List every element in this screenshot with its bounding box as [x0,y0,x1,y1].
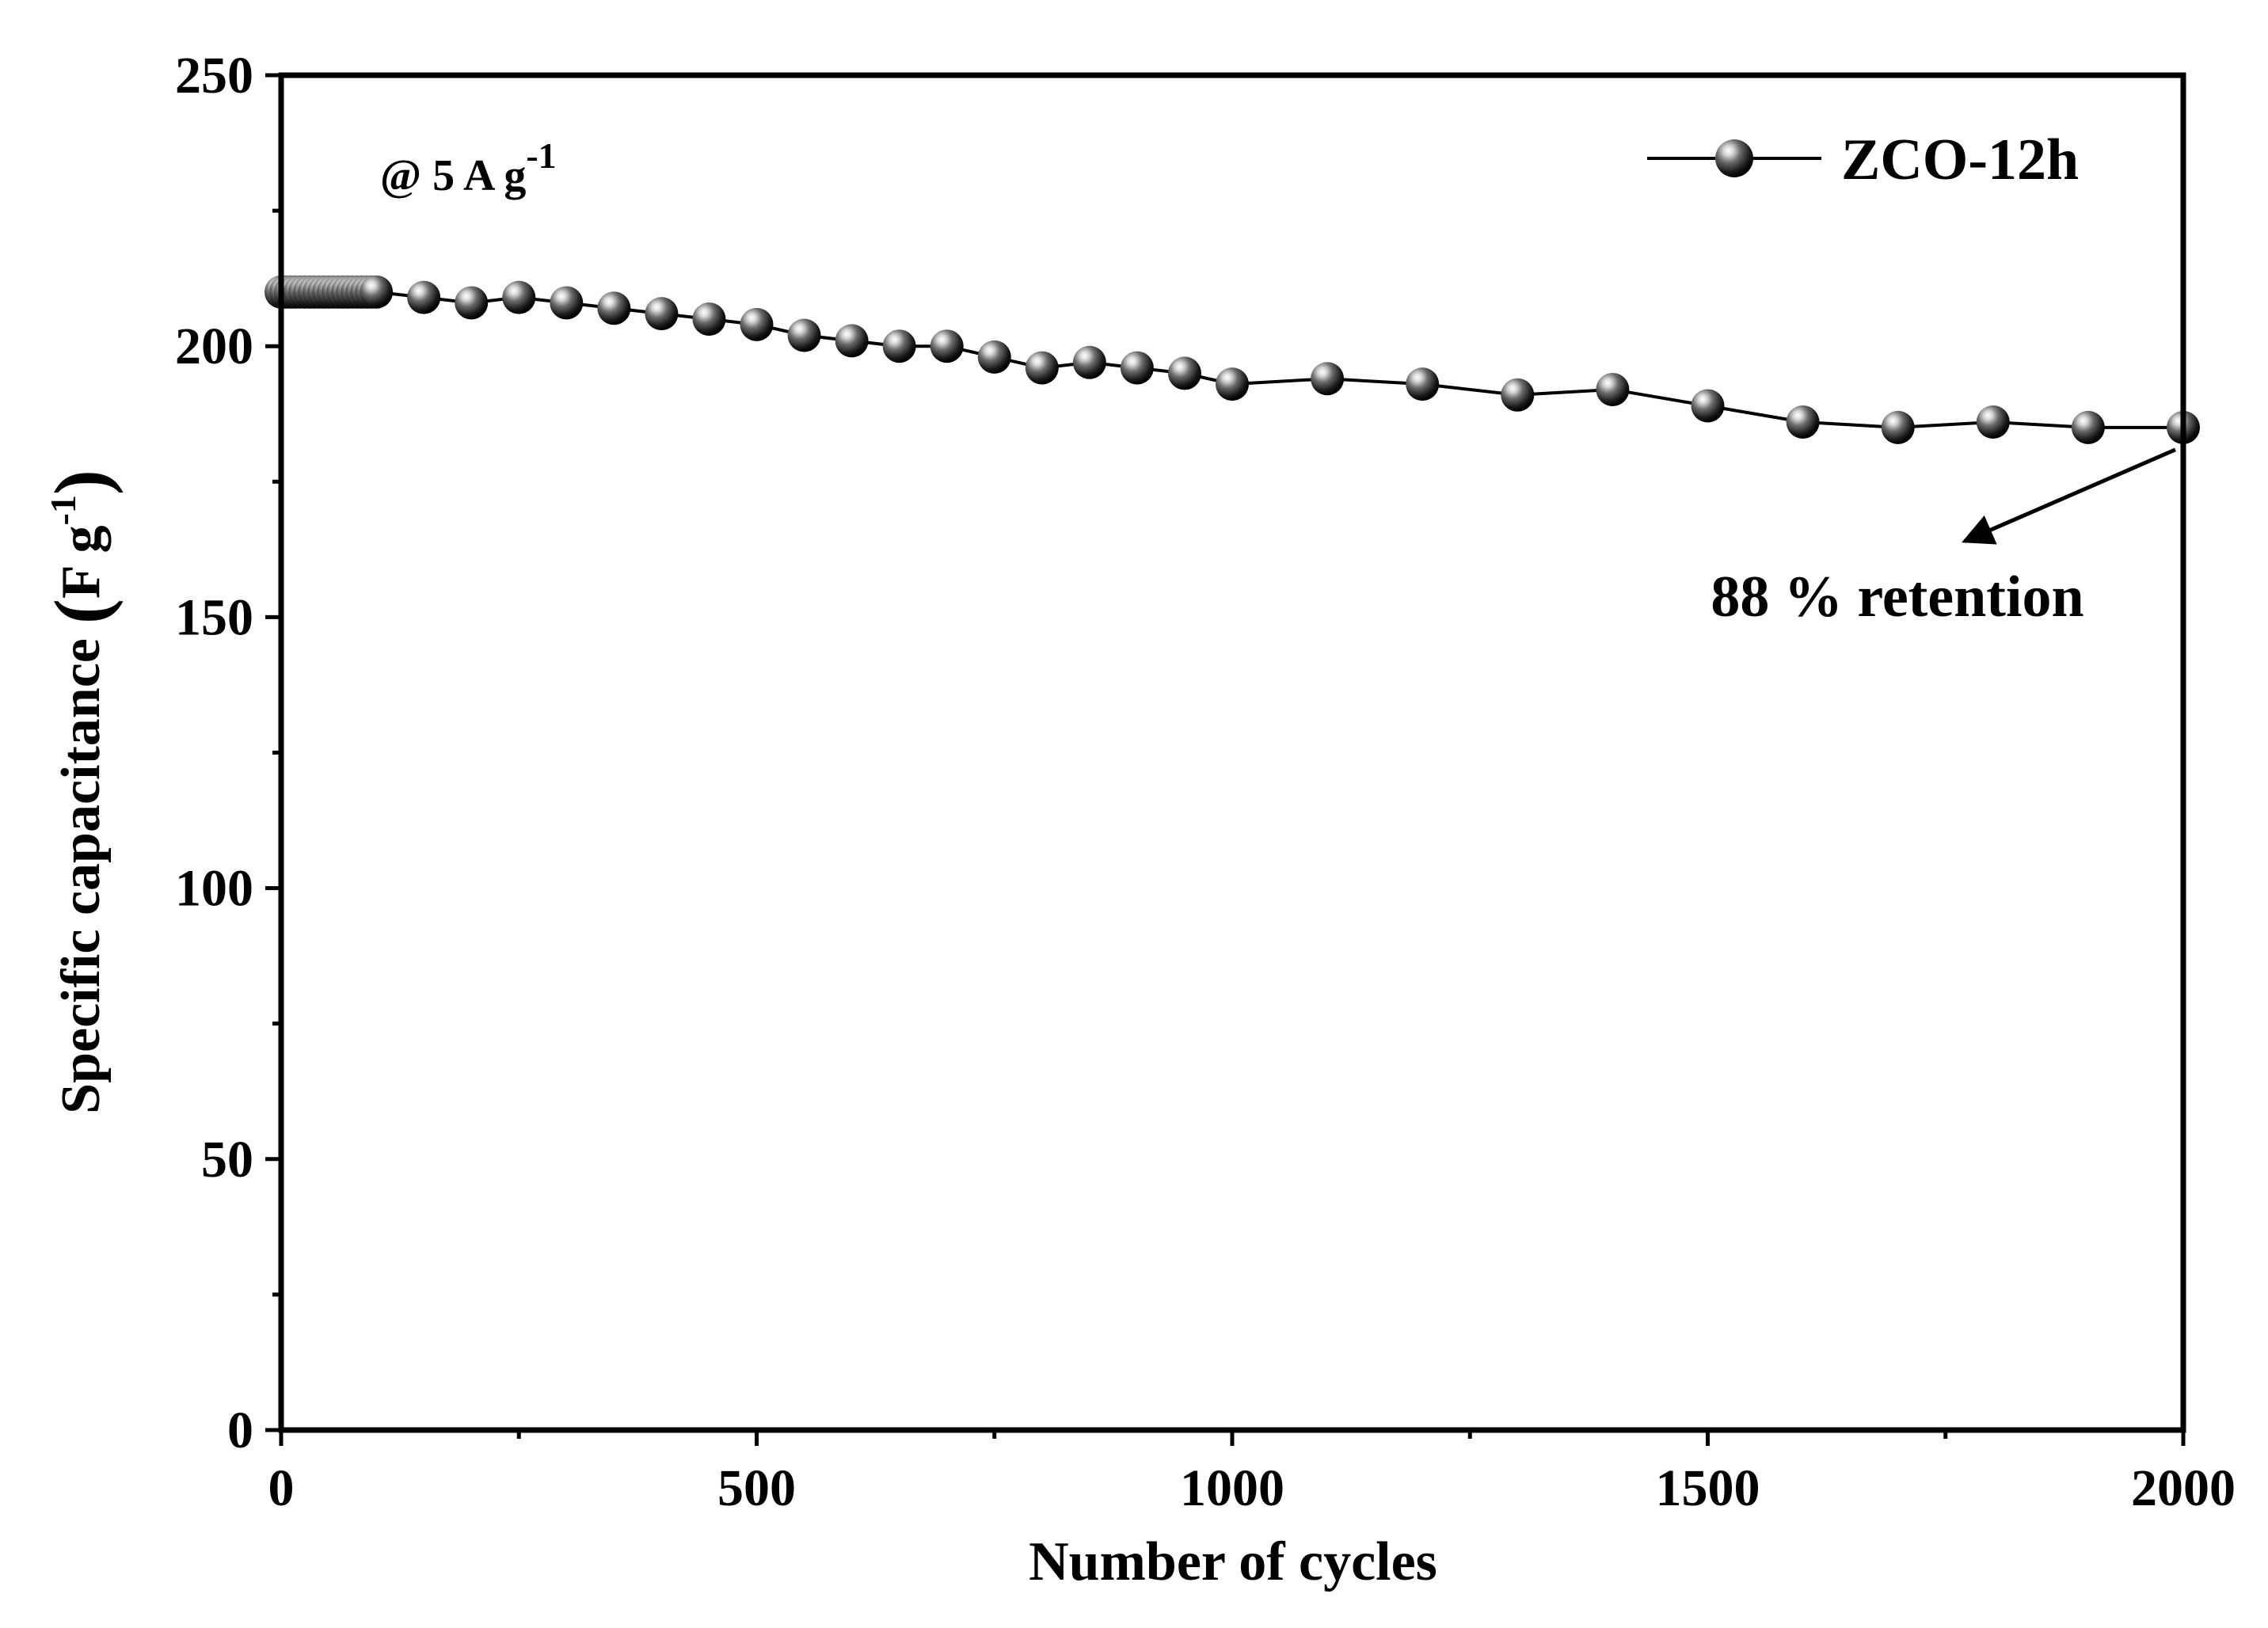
x-tick-label: 1500 [1656,1459,1760,1517]
data-point [1311,362,1345,396]
legend-marker [1715,139,1753,177]
data-point [550,286,584,320]
data-point [835,324,869,358]
y-tick-labels: 0 50 100 150 200 250 [175,47,253,1459]
data-point [1596,372,1630,406]
x-tick-label: 1000 [1180,1459,1284,1517]
data-point [930,329,964,363]
data-point [1786,405,1820,439]
plot-frame [278,72,2186,1433]
y-tick-label: 0 [227,1402,253,1459]
data-point [502,280,536,314]
legend-label: ZCO-12h [1841,127,2079,192]
data-point [1976,405,2010,439]
x-tick-labels: 0 500 1000 1500 2000 [268,1459,2236,1517]
x-tick-label: 2000 [2131,1459,2236,1517]
data-point [1072,345,1106,379]
y-axis-title: Specific capacitance(F g-1) [39,470,124,1114]
data-point [2071,410,2105,444]
data-point [1167,356,1201,390]
retention-annotation: 88 % retention [1711,565,2083,630]
data-point [1406,367,1440,401]
data-point [882,329,916,363]
y-tick-label: 50 [201,1131,253,1189]
x-tick-label: 0 [268,1459,295,1517]
y-axis-title-main: Specific capacitance [51,638,112,1114]
legend: ZCO-12h [1647,127,2079,192]
data-point [1691,389,1725,423]
y-axis-title-unit-sup: -1 [43,495,83,525]
data-points [264,275,2200,444]
retention-arrow [1962,447,2176,545]
data-point [1216,367,1249,401]
svg-text:Specific capacitance(F g-1): Specific capacitance(F g-1) [39,470,124,1114]
x-axis-title: Number of cycles [1029,1531,1437,1592]
data-point [597,291,631,325]
data-point [1881,410,1915,444]
data-point [1120,351,1154,385]
data-point [740,307,774,341]
data-point [455,286,489,320]
y-tick-label: 150 [175,588,253,646]
data-point [787,318,821,352]
data-point [645,297,679,331]
axis-ticks [265,73,2186,1446]
y-tick-label: 200 [175,318,253,375]
data-point [1501,378,1535,412]
y-axis-title-unit: F g [51,525,112,599]
y-tick-label: 100 [175,860,253,918]
data-point [1025,351,1059,385]
x-tick-label: 500 [717,1459,796,1517]
data-point [407,280,441,314]
data-point [360,275,394,309]
data-point [692,302,726,336]
condition-annotation: @ 5 A g-1 [380,135,557,200]
data-point [977,340,1011,374]
y-tick-label: 250 [175,47,253,105]
